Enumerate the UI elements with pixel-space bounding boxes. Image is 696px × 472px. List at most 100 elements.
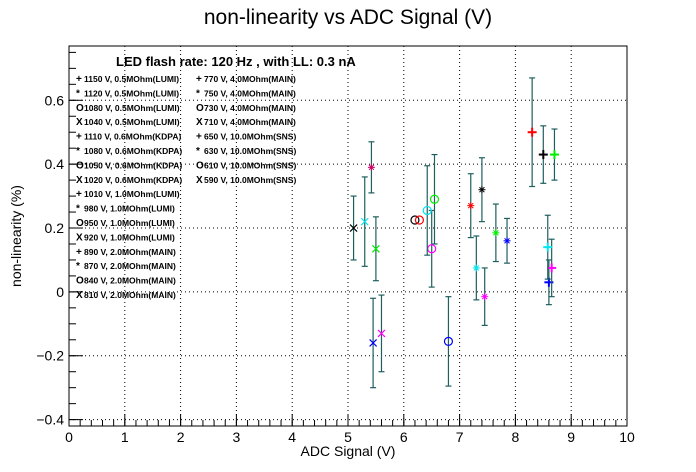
data-point [369,297,378,389]
legend-symbol: * [76,146,80,157]
legend-entry: 810 V, 2.0MOhm(MAIN) [84,290,176,300]
chart-title: non-linearity vs ADC Signal (V) [204,6,492,29]
legend-symbol: * [76,261,80,272]
legend-entry: 750 V, 4.0MOhm(MAIN) [204,88,296,98]
legend-entry: 1010 V, 1.0MOhm(LUMI) [84,189,180,199]
legend-entry: 710 V, 4.0MOhm(MAIN) [204,117,296,127]
y-tick-label: 0.6 [45,92,65,108]
data-point [360,176,369,267]
marker-star-ray [481,293,488,300]
data-point [422,165,432,256]
data-point [367,141,375,194]
marker-circle [414,215,425,225]
data-point [481,267,489,327]
data-marks [349,77,559,389]
x-tick-label: 10 [619,429,635,445]
x-tick-label: 7 [456,429,464,445]
marker-star-ray [473,265,480,271]
legend-symbol: + [76,132,82,143]
legend-entry: 890 V, 2.0MOhm(MAIN) [84,247,176,257]
x-tick-label: 6 [400,429,408,445]
x-tick-label: 9 [567,429,575,445]
legend-entry: 590 V, 10.0MOhm(SNS) [204,175,296,185]
legend: +1150 V, 0.5MOhm(LUMI) * 1120 V, 0.5MOhm(L… [76,74,296,301]
x-tick-label: 8 [512,429,520,445]
legend-symbol: O [196,103,204,114]
legend-symbol: * [196,146,200,157]
marker-circle [410,215,420,225]
data-point [443,296,454,387]
x-tick-label: 2 [177,429,185,445]
marker-circle [443,336,454,346]
legend-entry: 1080 V, 0.5MOhm(LUMI) [84,103,180,113]
legend-entry: 920 V, 1.0MOhm(LUMI) [84,232,175,242]
data-point [547,238,557,298]
data-point [414,215,425,225]
data-point [503,217,511,264]
legend-symbol: * [196,88,200,99]
data-point [543,214,553,280]
grid-lines [69,46,627,426]
marker-x-b [371,244,380,253]
data-point [549,128,559,181]
x-tick-label: 5 [344,429,352,445]
data-point [429,153,440,245]
legend-entry: 950 V, 1.0MOhm(LUMI) [84,218,175,228]
data-point [527,77,537,188]
legend-symbol: O [76,160,84,171]
axis-ticks [68,51,628,426]
x-tick-labels: 0 1 2 3 4 5 6 7 8 9 10 [65,429,635,445]
marker-star-ray [479,186,485,193]
marker-circle [422,205,432,216]
marker-star-ray [504,237,510,244]
x-tick-label: 4 [288,429,296,445]
marker-star-ray [467,202,474,209]
x-axis-label: ADC Signal (V) [301,443,396,459]
legend-symbol: X [76,175,83,186]
legend-symbol: * [76,204,80,215]
legend-entry: 1120 V, 0.5MOhm(LUMI) [84,88,179,98]
data-point [349,195,358,261]
legend-symbol: + [76,247,82,258]
data-point [410,215,420,225]
legend-entry: 650 V, 10.0MOhm(SNS) [204,132,296,142]
legend-entry: 730 V, 4.0MOhm(MAIN) [204,103,296,113]
marker-x-b [360,217,369,226]
legend-entry: 1040 V, 0.5MOhm(LUMI) [84,117,180,127]
legend-entry: 1020 V, 0.6MOhm(KDPA) [84,175,182,185]
marker-circle [429,194,440,204]
y-tick-label: 0 [56,284,64,300]
y-tick-labels: −0.4 −0.2 0 0.2 0.4 0.6 [36,92,64,427]
legend-entry: 840 V, 2.0MOhm(MAIN) [84,276,176,286]
legend-symbol: * [76,88,80,99]
legend-entry: 610 V, 10.0MOhm(SNS) [204,160,296,170]
legend-symbol: X [196,117,203,128]
legend-symbol: X [196,175,203,186]
marker-x-b [377,329,386,338]
data-point [467,173,475,239]
legend-entry: 1050 V, 0.6MOhm(KDPA) [84,160,182,170]
legend-symbol: O [76,276,84,287]
legend-entry: 1080 V, 0.6MOhm(KDPA) [84,146,182,156]
legend-symbol: O [196,160,204,171]
legend-symbol: O [76,218,84,229]
y-tick-label: 0.2 [45,220,65,236]
y-tick-label: −0.2 [36,348,64,364]
legend-entry: 630 V, 10.0MOhm(SNS) [204,146,296,156]
marker-x-b [349,224,358,232]
legend-entry: 1110 V, 0.6MOhm(KDPA) [84,132,181,142]
x-tick-label: 0 [65,429,73,445]
legend-entry: 980 V, 1.0MOhm(LUMI) [84,204,175,214]
marker-star-ray [368,164,375,171]
legend-symbol: + [196,132,202,143]
legend-symbol: X [76,232,83,243]
marker-star-ray [493,229,499,236]
data-point [492,203,500,263]
data-point [538,125,548,184]
y-axis-label: non-linearity (%) [8,185,24,287]
y-tick-label: 0.4 [45,156,65,172]
data-point [377,294,386,373]
data-point [472,235,480,301]
legend-symbol: X [76,290,83,301]
y-tick-label: −0.4 [36,412,64,428]
